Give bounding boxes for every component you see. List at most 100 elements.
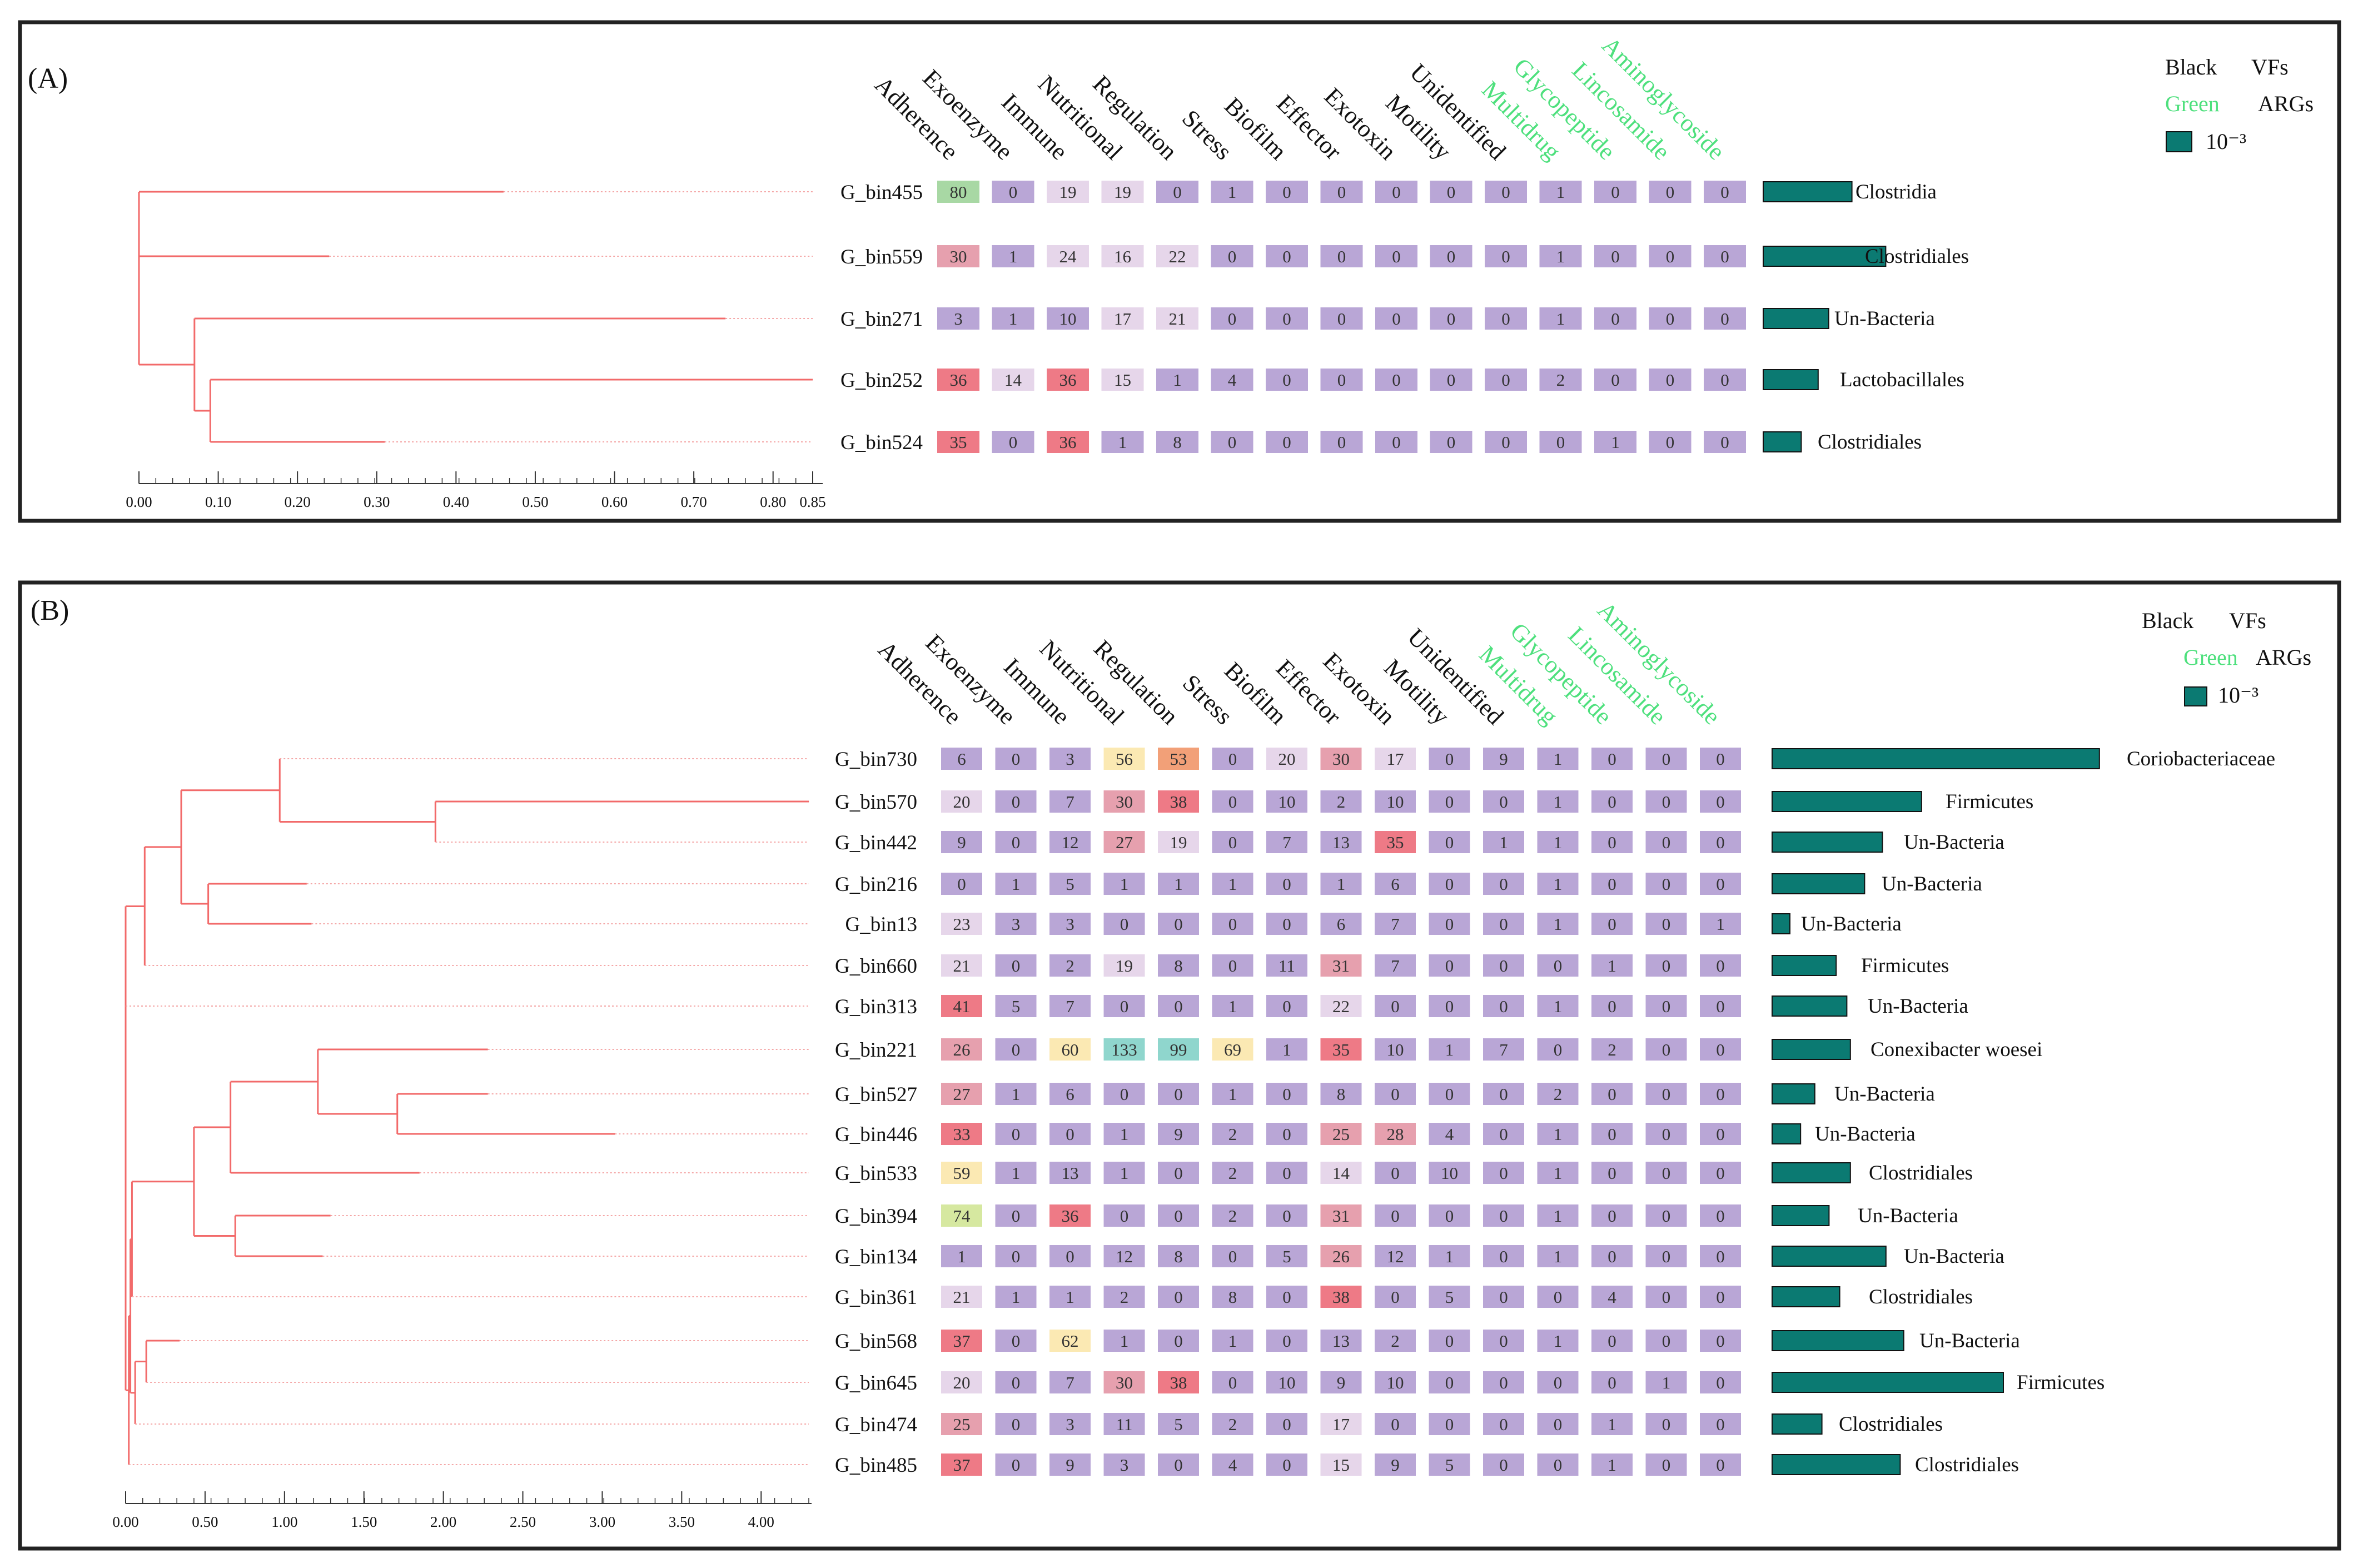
heatmap-cell [1483,1162,1524,1184]
heatmap-cell [1645,1330,1687,1352]
heatmap-cell [1103,1330,1145,1352]
heatmap-cell [1591,1204,1633,1227]
heatmap-cell [1375,181,1417,203]
heatmap-cell [1158,913,1199,935]
dendrogram [125,758,809,1465]
heatmap-cell-value: 0 [1499,1373,1508,1392]
heatmap-cell [1103,831,1145,853]
heatmap-cell-value: 0 [1445,874,1454,894]
heatmap-cell [1430,307,1473,330]
heatmap-cell-value: 0 [1174,997,1183,1016]
heatmap-cell-value: 0 [1611,182,1620,202]
heatmap-cell-value: 0 [1720,309,1729,328]
heatmap-cell-value: 1 [1608,1415,1616,1434]
heatmap-cell [1266,1286,1307,1308]
heatmap-cell-value: 0 [1608,749,1616,769]
heatmap-cell-value: 0 [1499,914,1508,934]
heatmap-cell [1591,1453,1633,1476]
row-label: G_bin570 [835,791,917,814]
heatmap-cell-value: 1 [1554,833,1563,852]
heatmap-cell [1483,1286,1524,1308]
heatmap-cell [1375,369,1417,391]
heatmap-row: G_bin455 80 0 19 19 0 1 0 0 0 0 0 1 0 0 0 Clostridia [840,181,1937,204]
heatmap-cell [1483,831,1524,853]
heatmap-cell-value: 0 [1716,792,1725,812]
heatmap-cell [937,431,979,453]
heatmap-cell [1049,954,1091,977]
heatmap-cell [1158,790,1199,813]
heatmap-cell [1212,1162,1253,1184]
heatmap-cell [1375,1453,1416,1476]
heatmap-cell-value: 16 [1114,247,1131,266]
heatmap-cell-value: 7 [1499,1040,1508,1059]
heatmap-cell [992,431,1034,453]
heatmap-cell [1103,995,1145,1017]
heatmap-cell [1645,831,1687,853]
heatmap-cell [1591,1038,1633,1061]
heatmap-cell [1591,1083,1633,1105]
heatmap-cell-value: 1 [1445,1040,1454,1059]
heatmap-cell-value: 12 [1062,833,1079,852]
heatmap-cell-value: 0 [1608,914,1616,934]
heatmap-cell-value: 33 [953,1124,971,1144]
heatmap-cell-value: 0 [1662,874,1671,894]
heatmap-cell-value: 1 [1554,749,1563,769]
heatmap-cell [1212,1413,1253,1435]
heatmap-cell-value: 0 [1662,1247,1671,1266]
heatmap-cell [1103,1245,1145,1267]
row-label: G_bin455 [840,181,923,204]
heatmap-cell [1537,1204,1579,1227]
heatmap-cell-value: 60 [1062,1040,1079,1059]
taxonomy-label: Un-Bacteria [1882,873,1982,895]
heatmap-cell-value: 0 [957,874,966,894]
heatmap-cell [1700,790,1741,813]
heatmap-cell [1594,369,1636,391]
heatmap-cell [1537,995,1579,1017]
heatmap-cell-value: 0 [1501,247,1510,266]
taxonomy-label: Un-Bacteria [1858,1204,1958,1227]
heatmap-cell-value: 0 [1174,1206,1183,1226]
legend-scale-label: 10⁻³ [2218,683,2259,708]
heatmap-cell [1700,954,1741,977]
heatmap-cell [995,790,1037,813]
heatmap-cell [1375,1038,1416,1061]
heatmap-cell [1049,1083,1091,1105]
heatmap-cell [1375,995,1416,1017]
heatmap-cell [995,1413,1037,1435]
heatmap-cell-value: 0 [1666,182,1675,202]
heatmap-cell [1700,1123,1741,1145]
heatmap-cell [992,245,1034,267]
heatmap-cell [1375,790,1416,813]
row-label: G_bin13 [845,913,918,936]
abundance-bar [1772,1039,1851,1060]
heatmap-cell [1320,245,1363,267]
heatmap-cell-value: 0 [1447,370,1456,390]
heatmap-cell-value: 1 [1120,874,1129,894]
heatmap-cell-value: 0 [1282,1455,1291,1475]
taxonomy-label: Un-Bacteria [1815,1123,1916,1146]
heatmap-cell-value: 0 [1716,1040,1725,1059]
heatmap-cell-value: 0 [1611,247,1620,266]
heatmap-cell [1158,1083,1199,1105]
heatmap-cell-value: 0 [1337,182,1346,202]
heatmap-cell [1645,913,1687,935]
heatmap-cell [1212,1038,1253,1061]
heatmap-cell-value: 1 [1012,1287,1021,1307]
heatmap-cell-value: 0 [1501,370,1510,390]
heatmap-cell [1320,1330,1362,1352]
heatmap-cell [937,181,979,203]
heatmap-cell-value: 0 [1499,792,1508,812]
heatmap-cell-value: 1 [1556,247,1565,266]
heatmap-cell-value: 0 [1391,1084,1400,1104]
heatmap-cell [1158,1123,1199,1145]
row-label: G_bin271 [840,308,923,331]
heatmap-cell-value: 6 [957,749,966,769]
legend-args-color-word: Green [2183,645,2238,670]
heatmap-row: G_bin570 20 0 7 30 38 0 10 2 10 0 0 1 0 0 0 Firmicutes [835,790,2033,814]
heatmap-cell-value: 8 [1174,1247,1183,1266]
heatmap-cell-value: 0 [1716,833,1725,852]
heatmap-cell-value: 1 [1012,1163,1021,1183]
heatmap-cell [1375,245,1417,267]
heatmap-cell [1266,431,1308,453]
taxonomy-label: Firmicutes [1946,790,2033,813]
